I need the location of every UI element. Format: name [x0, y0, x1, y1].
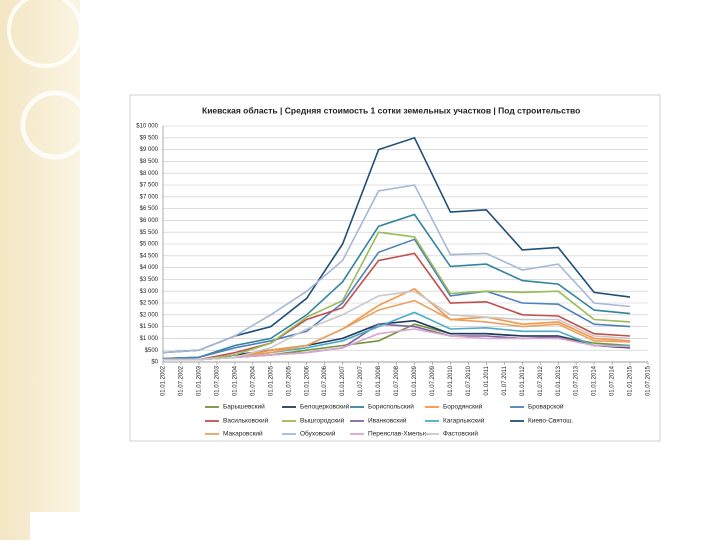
decor-box	[30, 512, 80, 540]
y-tick-label: $6 500	[140, 206, 159, 212]
series-line	[163, 231, 631, 361]
x-tick-label: 01.01.2007	[340, 365, 346, 396]
x-tick-label: 01.07.2006	[322, 365, 328, 396]
x-tick-label: 01.01.2002	[161, 365, 167, 396]
y-tick-label: $2 000	[140, 312, 159, 318]
y-tick-label: $3 000	[140, 289, 159, 295]
chart-title: Киевская область | Средняя стоимость 1 с…	[202, 105, 580, 115]
legend-label: Васильковский	[223, 417, 269, 425]
x-tick-label: 01.07.2013	[574, 365, 580, 396]
x-tick-label: 01.01.2008	[376, 365, 382, 396]
series-line	[162, 136, 631, 354]
decor-circle	[20, 90, 90, 160]
y-tick-label: $8 500	[140, 159, 159, 165]
y-tick-label: $0	[151, 360, 158, 366]
series-line	[162, 213, 631, 360]
x-tick-label: 01.01.2009	[412, 365, 418, 396]
x-tick-label: 01.07.2007	[358, 365, 364, 396]
legend-label: Киево-Святош.	[528, 418, 574, 425]
x-tick-label: 01.07.2004	[250, 365, 256, 396]
legend-label: Барышевский	[223, 403, 265, 411]
x-tick-label: 01.07.2011	[502, 365, 508, 395]
y-tick-label: $1 500	[140, 324, 159, 330]
legend-label: Иванковский	[368, 417, 407, 425]
legend-label: Бориспольский	[368, 403, 414, 411]
series-line	[163, 290, 631, 361]
x-tick-label: 01.01.2015	[628, 365, 634, 396]
legend-label: Бородянский	[443, 403, 483, 411]
y-tick-label: $5 500	[140, 230, 159, 236]
decor-strip	[0, 0, 80, 540]
x-tick-label: 01.07.2003	[214, 365, 220, 396]
x-tick-label: 01.07.2010	[466, 365, 472, 396]
x-tick-label: 01.07.2015	[646, 365, 652, 396]
x-tick-label: 01.01.2010	[448, 365, 454, 396]
chart-frame	[129, 94, 661, 442]
legend-label: Броварской	[528, 403, 564, 411]
legend-label: Макаровский	[223, 430, 263, 438]
y-tick-label: $3 500	[140, 277, 159, 283]
legend-label: Белоцерковский	[300, 403, 350, 411]
y-tick-label: $4 000	[140, 265, 159, 271]
series-line	[163, 252, 631, 361]
y-tick-label: $9 000	[140, 147, 159, 153]
y-tick-label: $10 000	[136, 124, 158, 130]
x-tick-label: 01.01.2006	[304, 365, 310, 396]
y-tick-label: $4 500	[140, 253, 159, 259]
series-line	[163, 328, 631, 361]
x-tick-label: 01.07.2008	[394, 365, 400, 396]
x-tick-label: 01.01.2005	[268, 365, 274, 396]
legend-label: Кагарлыкский	[443, 417, 485, 425]
x-tick-label: 01.07.2009	[430, 365, 436, 396]
x-tick-label: 01.01.2003	[197, 365, 203, 396]
legend-label: Обуховский	[300, 430, 336, 438]
series-line	[163, 319, 631, 361]
y-tick-label: $2 500	[140, 301, 159, 307]
y-tick-label: $5 000	[140, 242, 159, 248]
series-line	[162, 184, 631, 354]
x-tick-label: 01.01.2012	[520, 365, 526, 396]
y-tick-label: $500	[145, 348, 159, 354]
x-tick-label: 01.01.2011	[484, 365, 490, 395]
plot: $0 $500 $1 000 $1 500 $2 000 $2 500 $3 000 $3 5…	[136, 124, 651, 438]
x-tick-label: 01.01.2014	[592, 365, 598, 396]
y-tick-label: $7 500	[140, 183, 159, 189]
x-tick-label: 01.01.2013	[556, 365, 562, 396]
y-tick-label: $7 000	[140, 194, 159, 200]
decor-circle	[7, 0, 83, 68]
legend-label: Вышгородский	[300, 417, 345, 425]
x-tick-label: 01.07.2005	[286, 365, 292, 396]
y-tick-label: $8 000	[140, 171, 159, 177]
y-tick-label: $9 500	[140, 135, 159, 141]
x-tick-label: 01.01.2004	[232, 365, 238, 396]
x-tick-label: 01.07.2002	[179, 365, 185, 396]
legend-label: Переяслав-Хмельн.	[368, 431, 428, 438]
series-line	[162, 238, 631, 360]
legend-label: Фастовский	[443, 430, 478, 438]
y-tick-label: $1 000	[140, 336, 159, 342]
x-tick-label: 01.07.2012	[538, 365, 544, 396]
x-tick-label: 01.07.2014	[610, 365, 616, 396]
y-tick-label: $6 000	[140, 218, 159, 224]
